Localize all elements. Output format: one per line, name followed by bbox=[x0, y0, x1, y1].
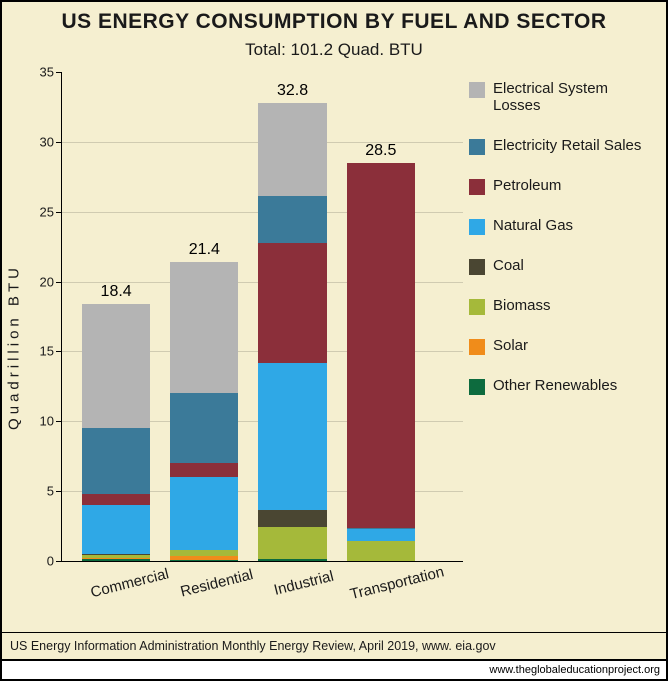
y-tick-label: 10 bbox=[40, 414, 62, 429]
legend-item: Biomass bbox=[469, 297, 656, 315]
legend-swatch bbox=[469, 179, 485, 195]
legend-label: Biomass bbox=[493, 297, 551, 314]
bar: 28.5Transportation bbox=[347, 163, 415, 561]
plot-area-container: Quadrillion BTU 0 5 10 15 20 25 30 35 18.4Commer… bbox=[6, 62, 465, 632]
bar: 18.4Commercial bbox=[82, 304, 150, 561]
bar-segment bbox=[347, 163, 415, 528]
legend-swatch bbox=[469, 299, 485, 315]
bar-total-label: 28.5 bbox=[365, 142, 396, 163]
y-tick-label: 35 bbox=[40, 65, 62, 80]
bar-segment bbox=[258, 510, 326, 527]
chart-frame: US ENERGY CONSUMPTION BY FUEL AND SECTOR… bbox=[0, 0, 668, 681]
y-tick-label: 5 bbox=[47, 484, 62, 499]
legend-swatch bbox=[469, 259, 485, 275]
legend-item: Coal bbox=[469, 257, 656, 275]
legend-swatch bbox=[469, 82, 485, 98]
y-axis-label: Quadrillion BTU bbox=[6, 264, 23, 430]
legend-item: Natural Gas bbox=[469, 217, 656, 235]
bar-segment bbox=[258, 363, 326, 510]
legend-item: Electricity Retail Sales bbox=[469, 137, 656, 155]
y-tick-label: 30 bbox=[40, 134, 62, 149]
bar-segment bbox=[258, 527, 326, 559]
bar-segment bbox=[258, 103, 326, 196]
chart-subtitle: Total: 101.2 Quad. BTU bbox=[2, 40, 666, 62]
y-tick-label: 0 bbox=[47, 554, 62, 569]
y-tick-label: 20 bbox=[40, 274, 62, 289]
bar-segment bbox=[82, 304, 150, 428]
bar-total-label: 21.4 bbox=[189, 241, 220, 262]
legend-item: Other Renewables bbox=[469, 377, 656, 395]
source-footer: US Energy Information Administration Mon… bbox=[2, 632, 666, 659]
legend-item: Petroleum bbox=[469, 177, 656, 195]
bar-total-label: 18.4 bbox=[101, 283, 132, 304]
legend-label: Petroleum bbox=[493, 177, 561, 194]
bar-segment bbox=[82, 428, 150, 494]
legend-item: Solar bbox=[469, 337, 656, 355]
bar-segment bbox=[170, 477, 238, 550]
legend-label: Solar bbox=[493, 337, 528, 354]
chart-title: US ENERGY CONSUMPTION BY FUEL AND SECTOR bbox=[2, 2, 666, 40]
bar-segment bbox=[82, 494, 150, 505]
y-tick-label: 25 bbox=[40, 204, 62, 219]
legend-label: Other Renewables bbox=[493, 377, 617, 394]
legend-swatch bbox=[469, 139, 485, 155]
legend-label: Coal bbox=[493, 257, 524, 274]
bar-segment bbox=[82, 505, 150, 554]
bar-segment bbox=[347, 529, 415, 542]
legend-label: Natural Gas bbox=[493, 217, 573, 234]
bar-total-label: 32.8 bbox=[277, 82, 308, 103]
chart-body: Quadrillion BTU 0 5 10 15 20 25 30 35 18.4Commer… bbox=[2, 62, 666, 632]
plot-area: 0510152025303518.4Commercial21.4Resident… bbox=[61, 72, 463, 562]
legend-label: Electrical System Losses bbox=[493, 80, 656, 115]
legend-swatch bbox=[469, 219, 485, 235]
bar-segment bbox=[170, 393, 238, 463]
bar-segment bbox=[170, 463, 238, 477]
bar-segment bbox=[258, 196, 326, 244]
legend: Electrical System Losses Electricity Reta… bbox=[465, 62, 660, 632]
legend-swatch bbox=[469, 339, 485, 355]
bar: 32.8Industrial bbox=[258, 103, 326, 561]
attribution: www.theglobaleducationproject.org bbox=[2, 659, 666, 679]
bar-segment bbox=[258, 243, 326, 363]
legend-swatch bbox=[469, 379, 485, 395]
y-tick-label: 15 bbox=[40, 344, 62, 359]
legend-item: Electrical System Losses bbox=[469, 80, 656, 115]
bar: 21.4Residential bbox=[170, 262, 238, 561]
legend-label: Electricity Retail Sales bbox=[493, 137, 641, 154]
bar-segment bbox=[170, 262, 238, 393]
